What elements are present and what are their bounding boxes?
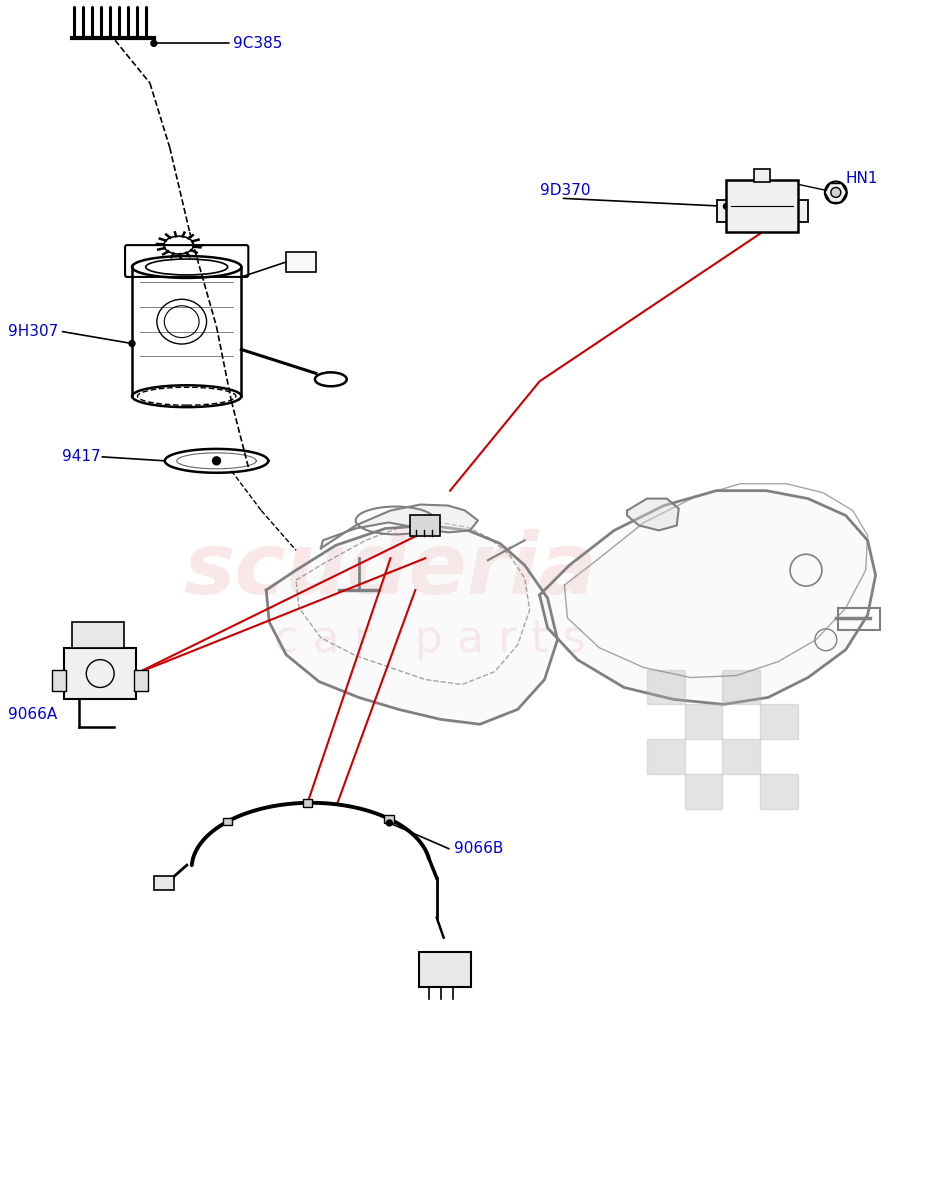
Bar [727,180,798,232]
Bar [684,774,723,809]
Bar [384,815,395,823]
Text: scuderia: scuderia [183,529,597,612]
Text: 9C385: 9C385 [233,36,283,50]
Bar [760,704,798,739]
Circle shape [831,187,840,197]
Circle shape [386,820,392,826]
Bar [154,876,174,890]
Bar [723,739,760,774]
Bar [303,799,312,806]
Bar [419,952,471,988]
Circle shape [724,203,729,209]
Text: HN1: HN1 [846,172,878,186]
Polygon shape [321,504,478,548]
Text: 9H307: 9H307 [8,324,58,340]
Circle shape [825,181,847,203]
Bar [53,670,67,691]
Circle shape [151,41,157,47]
Polygon shape [627,499,679,530]
Bar [754,168,770,182]
Bar [134,670,148,691]
Bar [223,817,232,826]
Text: c a r   p a r t s: c a r p a r t s [274,618,586,661]
Circle shape [212,457,221,464]
Polygon shape [266,526,557,725]
Bar [684,704,723,739]
Bar [647,670,684,704]
Bar [647,739,684,774]
Bar [796,200,808,222]
Bar [286,252,316,272]
Text: 9066B: 9066B [454,841,503,857]
Bar [716,200,728,222]
Bar [72,622,124,648]
Polygon shape [540,491,875,704]
Text: 9417: 9417 [62,449,101,464]
Bar [411,515,440,536]
Bar [65,648,136,700]
Bar [723,670,760,704]
Text: 9D370: 9D370 [540,184,590,198]
Circle shape [129,341,135,347]
Bar [838,608,880,630]
Bar [760,774,798,809]
Text: 9066A: 9066A [8,707,57,722]
